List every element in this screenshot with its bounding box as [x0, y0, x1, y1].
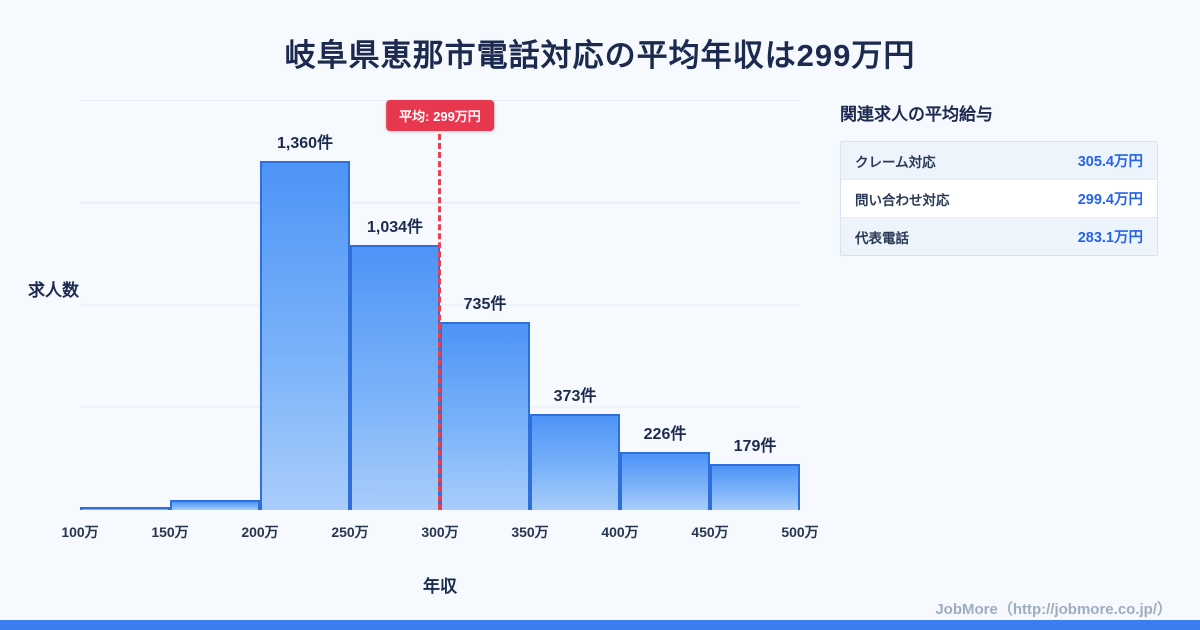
- job-type-label: 代表電話: [855, 230, 909, 246]
- y-axis-label: 求人数: [28, 281, 79, 300]
- histogram-bar: [170, 500, 260, 510]
- histogram-chart: 1,360件 1,034件 735件 373件 226件 179件 平均: 299万円: [80, 100, 800, 510]
- salary-value: 305.4万円: [1077, 154, 1143, 170]
- average-badge: 平均: 299万円: [386, 100, 494, 131]
- salary-value: 299.4万円: [1077, 192, 1143, 208]
- histogram-bar: [350, 245, 440, 510]
- x-axis: 100万 150万 200万 250万 300万 350万 400万 450万 500万: [61, 522, 818, 542]
- side-panel-heading: 関連求人の平均給与: [840, 105, 993, 124]
- bar-count-label: 735件: [463, 296, 507, 313]
- x-axis-tick: 300万: [421, 524, 459, 540]
- bar-count-label: 179件: [733, 438, 777, 455]
- average-line: [438, 134, 441, 510]
- x-axis-tick: 400万: [601, 524, 639, 540]
- salary-value: 283.1万円: [1077, 230, 1143, 246]
- x-axis-tick: 200万: [241, 524, 279, 540]
- bar-count-label: 226件: [643, 426, 687, 443]
- salary-row: 代表電話 283.1万円: [841, 217, 1157, 255]
- bar-count-label: 1,034件: [366, 219, 424, 236]
- salary-row: 問い合わせ対応 299.4万円: [841, 179, 1157, 217]
- x-axis-label: 年収: [423, 577, 457, 596]
- salary-row: クレーム対応 305.4万円: [841, 142, 1157, 179]
- bar-count-label: 1,360件: [276, 135, 334, 152]
- histogram-bar: [440, 322, 530, 510]
- x-axis-tick: 500万: [781, 524, 819, 540]
- histogram-bar: [260, 161, 350, 510]
- salary-table: クレーム対応 305.4万円問い合わせ対応 299.4万円代表電話 283.1万円: [840, 141, 1158, 256]
- histogram-bar: [530, 414, 620, 510]
- x-axis-tick: 250万: [331, 524, 369, 540]
- x-axis-tick: 150万: [151, 524, 189, 540]
- footer-credit: JobMore（http://jobmore.co.jp/）: [935, 601, 1172, 618]
- x-axis-tick: 450万: [691, 524, 729, 540]
- page-title: 岐阜県恵那市電話対応の平均年収は299万円: [284, 38, 916, 73]
- related-salary-panel: 関連求人の平均給与 クレーム対応 305.4万円問い合わせ対応 299.4万円代表電…: [840, 100, 1158, 256]
- histogram-bar: [80, 507, 170, 510]
- x-axis-tick: 350万: [511, 524, 549, 540]
- bar-count-label: 373件: [553, 388, 597, 405]
- x-axis-tick: 100万: [61, 524, 99, 540]
- job-type-label: 問い合わせ対応: [855, 192, 950, 208]
- histogram-bar: [620, 452, 710, 510]
- bottom-accent-bar: [0, 620, 1200, 630]
- histogram-bar: [710, 464, 800, 510]
- job-type-label: クレーム対応: [855, 154, 936, 170]
